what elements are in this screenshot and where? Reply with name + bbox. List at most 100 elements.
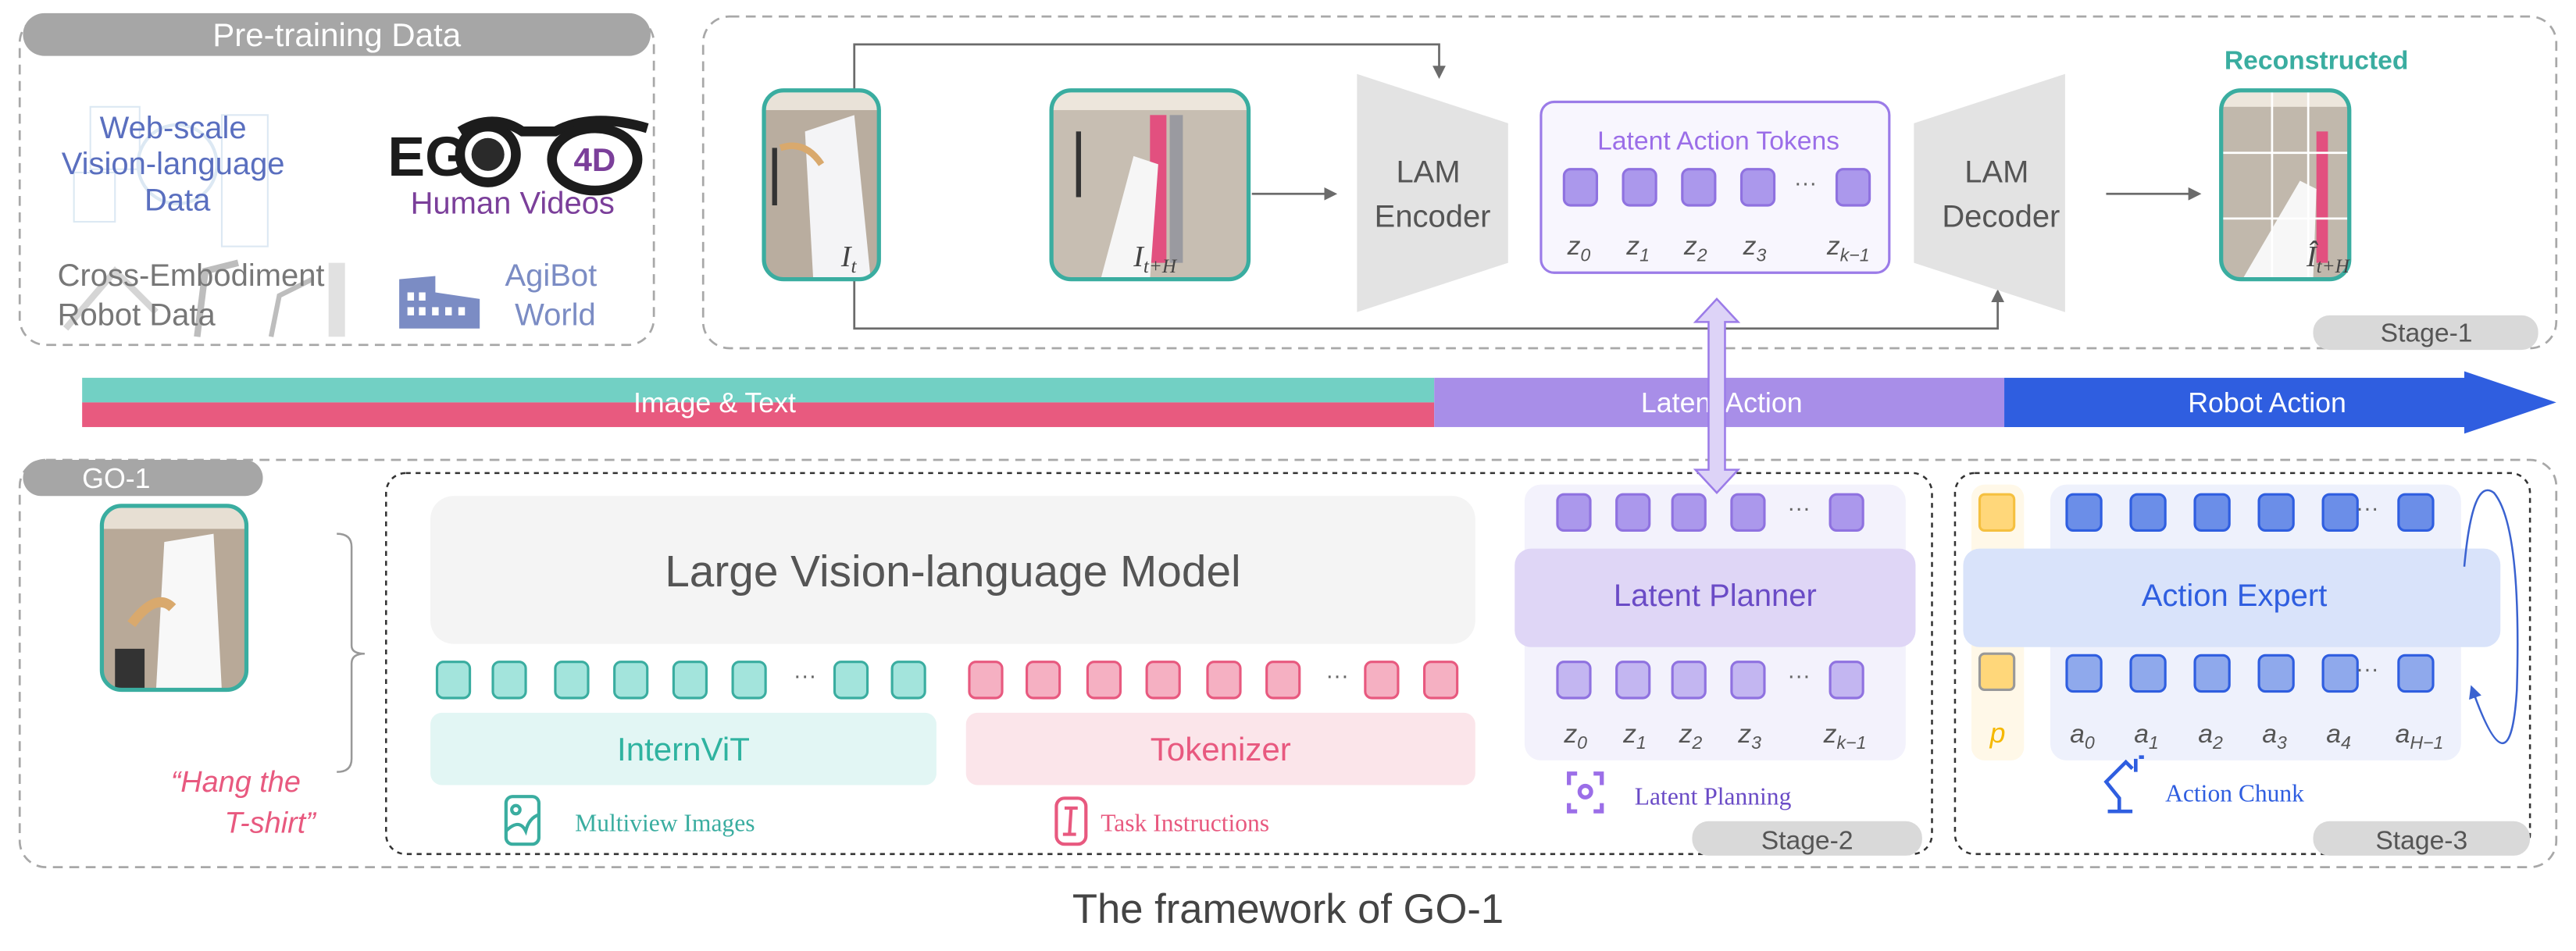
tokenizer-box [965, 712, 1475, 785]
planner-output-token [1615, 493, 1651, 532]
stage1-label: Stage-1 [2381, 319, 2473, 348]
ellipsis: ··· [2356, 496, 2378, 522]
observation-image [99, 504, 249, 693]
input-brace [337, 532, 365, 773]
band-image-text-pink [82, 402, 1435, 427]
action-input-token [2065, 654, 2103, 693]
text-token-row: ··· [968, 661, 1459, 700]
ellipsis: ··· [1787, 663, 1810, 689]
action-expert-label: Action Expert [2142, 579, 2328, 613]
go1-label: GO-1 [82, 463, 150, 494]
token-label: zk−1 [1826, 232, 1870, 265]
latent-action-tokens-title: Latent Action Tokens [1597, 126, 1839, 155]
stage3-label: Stage-3 [2375, 827, 2467, 856]
text-token [1265, 661, 1301, 700]
text-token [1364, 661, 1400, 700]
token-label: z2 [1679, 720, 1703, 753]
multiview-images-label: Multiview Images [575, 809, 755, 836]
task-instructions-label: Task Instructions [1101, 809, 1269, 836]
token-label: z0 [1567, 232, 1591, 265]
stage1-panel: It It+H LAM Encoder Latent Action Tokens… [701, 15, 2558, 351]
planner-input-token [1730, 661, 1766, 700]
robot-arms-illustration [62, 259, 345, 337]
denoising-loop-arrow [2463, 489, 2519, 744]
latent-planning-icon [1567, 771, 1604, 814]
vision-token [890, 661, 926, 700]
latent-action-token [1562, 168, 1599, 207]
token-label: a4 [2326, 720, 2351, 753]
planner-output-token [1671, 493, 1707, 532]
vision-token [833, 661, 869, 700]
token-label: z3 [1737, 720, 1761, 753]
band-image-text-teal [82, 377, 1435, 403]
pretraining-header-pill [23, 12, 651, 56]
colosseum-icon [399, 276, 480, 329]
action-input-token [2193, 654, 2231, 693]
internvit-box [430, 712, 937, 785]
tokenizer-label: Tokenizer [1151, 731, 1291, 768]
action-token-labels: a0 a1 a2 a3 a4 aH−1 [2070, 720, 2443, 753]
pretraining-header: Pre-training Data [212, 16, 461, 53]
latent-action-token [1835, 168, 1871, 207]
vision-token [491, 661, 527, 700]
token-label: a1 [2134, 720, 2159, 753]
stage2-border [385, 472, 1933, 856]
human-videos-label: Human Videos [411, 187, 615, 221]
planner-output-token [1730, 493, 1766, 532]
pretraining-border [18, 15, 655, 347]
frame-current-label: It [840, 240, 858, 277]
proprio-token-top [1978, 493, 2016, 532]
text-token [1422, 661, 1459, 700]
svg-text:4D: 4D [574, 141, 616, 178]
action-input-tokens: ··· [2065, 654, 2435, 693]
planner-output-tokens: ··· [1556, 493, 1864, 532]
stage2-pill [1692, 821, 1922, 856]
action-output-token [2321, 493, 2359, 532]
planner-input-tokens: ··· [1556, 661, 1864, 700]
action-output-tokens: ··· [2065, 493, 2435, 532]
robot-arm-icon [2103, 755, 2144, 814]
token-label: z2 [1683, 232, 1707, 265]
text-token [1086, 661, 1122, 700]
planner-input-token [1615, 661, 1651, 700]
latent-action-token [1739, 168, 1776, 207]
token-label: z1 [1625, 232, 1650, 265]
frame-reconstructed-label: Ît+H [2306, 240, 2351, 277]
reconstructed-label: Reconstructed [2225, 46, 2409, 75]
cross-embodiment-label: Cross-Embodiment Robot Data [58, 258, 334, 332]
frame-reconstructed-image: Ît+H [2219, 88, 2352, 282]
ellipsis: ··· [794, 663, 816, 689]
lam-decoder-label: LAM Decoder [1942, 155, 2060, 234]
action-input-token [2397, 654, 2435, 693]
token-label: z0 [1563, 720, 1587, 753]
web-scale-data-label: Web-scale Vision-language Data [62, 111, 294, 218]
stage1-pill [2313, 315, 2539, 351]
frame-current-image: It [762, 88, 881, 282]
stage1-border [701, 15, 2558, 350]
stage2-label: Stage-2 [1761, 827, 1854, 856]
latent-action-token [1622, 168, 1657, 207]
text-token [968, 661, 1004, 700]
stage3-pill [2313, 821, 2531, 856]
go1-pill [23, 460, 263, 497]
token-label: z1 [1622, 720, 1647, 753]
latent-planner-label: Latent Planner [1614, 579, 1817, 613]
token-label: a0 [2070, 720, 2095, 753]
action-output-token [2257, 493, 2295, 532]
planner-input-token [1671, 661, 1707, 700]
action-output-token [2129, 493, 2167, 532]
figure-caption: The framework of GO-1 [1072, 886, 1504, 932]
token-label: zk−1 [1823, 720, 1867, 753]
token-label: a3 [2262, 720, 2287, 753]
vision-token [672, 661, 708, 700]
stage3-border [1953, 472, 2531, 856]
vlm-label: Large Vision-language Model [665, 547, 1240, 597]
ellipsis: ··· [2356, 657, 2378, 682]
task-instructions-icon [1054, 796, 1088, 846]
action-input-token [2321, 654, 2359, 693]
skip-arrow-bottom [853, 279, 2005, 330]
go1-panel: GO-1 “Hang the T-shirt” Large Vision-lan… [18, 297, 2558, 869]
web-data-illustration [73, 105, 269, 248]
